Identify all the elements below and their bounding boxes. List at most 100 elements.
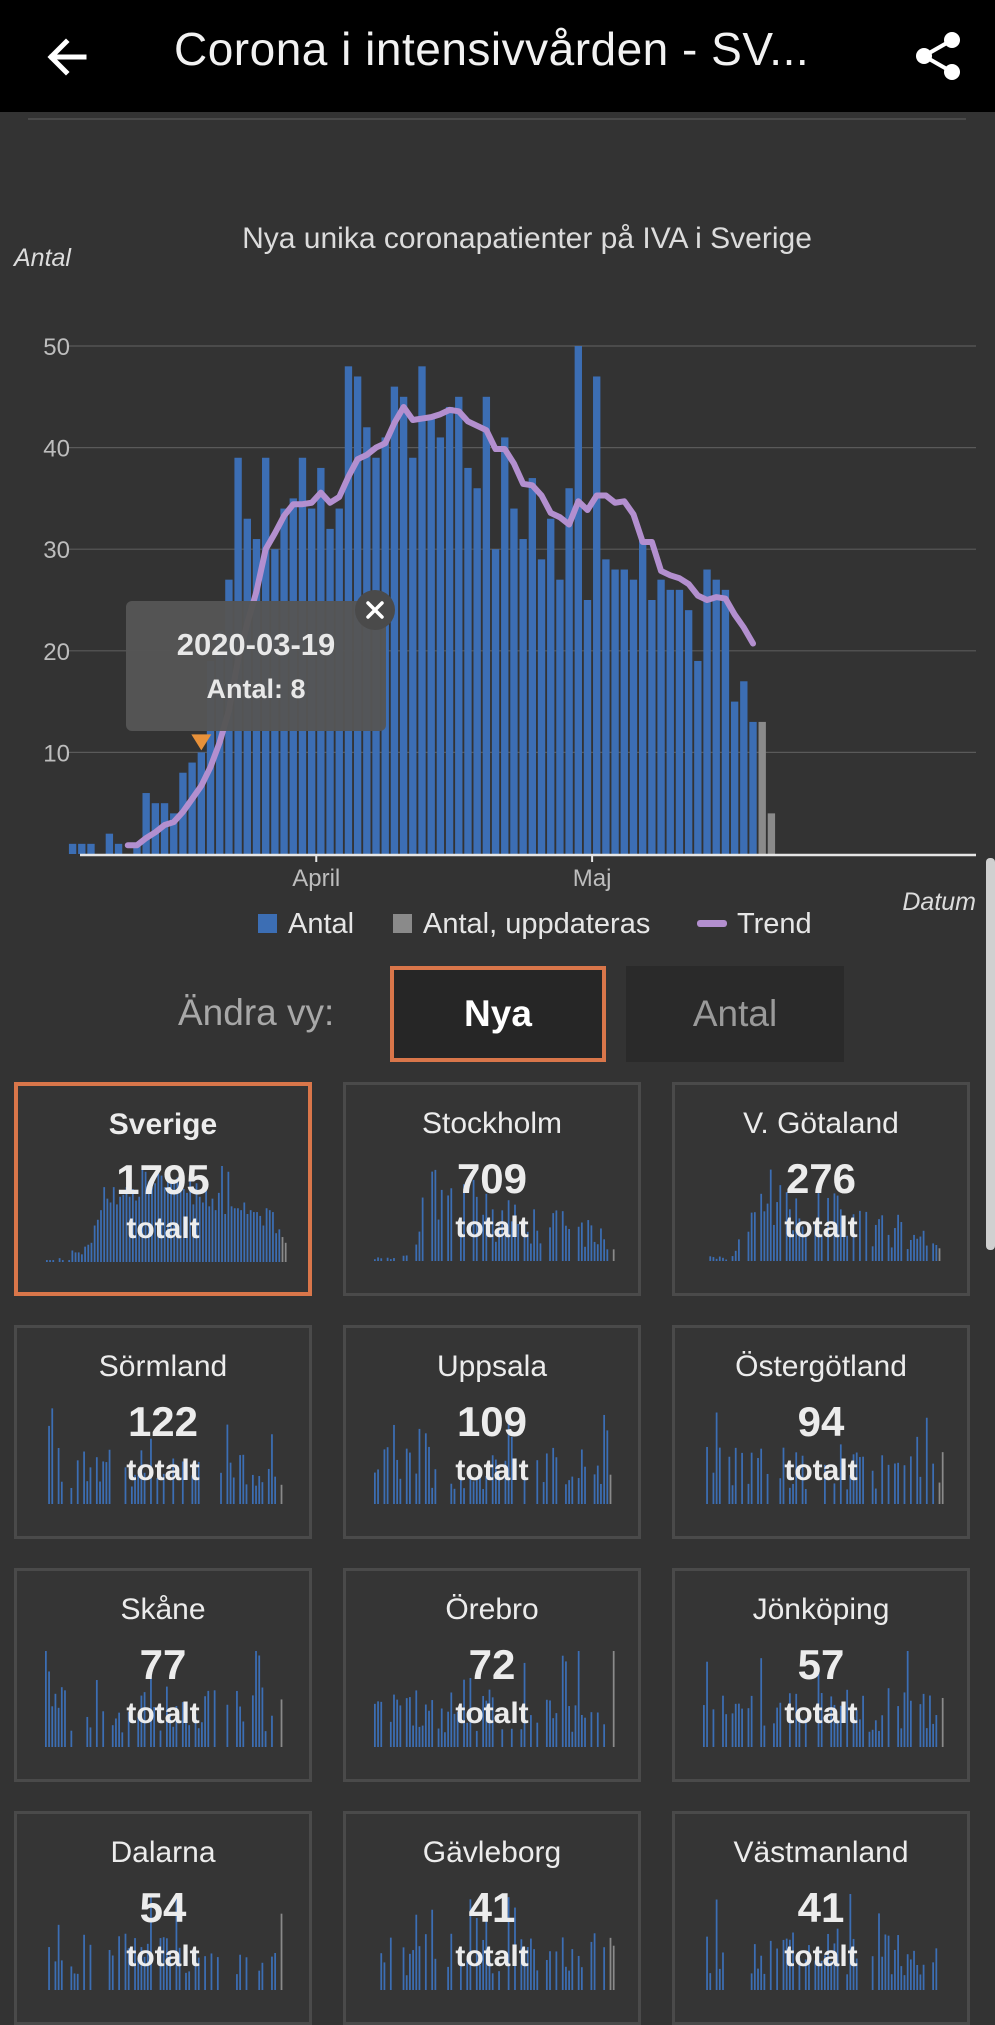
chart-bar[interactable] (556, 579, 564, 854)
chart-bar[interactable] (87, 843, 95, 854)
sparkline-bar (753, 1944, 756, 1990)
chart-bar-updating[interactable] (758, 721, 766, 854)
region-card[interactable]: Sverige 1795 totalt (14, 1082, 312, 1296)
chart-bar[interactable] (703, 569, 711, 854)
x-tick-label: Maj (573, 865, 612, 892)
chart-bar[interactable] (648, 600, 656, 854)
sparkline-bar (74, 1252, 77, 1262)
sparkline-bar (386, 1257, 389, 1261)
sparkline-bar (890, 1247, 893, 1261)
close-icon[interactable] (355, 590, 395, 630)
share-icon[interactable] (910, 28, 966, 84)
region-name: Sörmland (98, 1350, 228, 1383)
region-total-unit: totalt (126, 1454, 200, 1487)
chart-bar[interactable] (611, 569, 619, 854)
legend-label-trend[interactable]: Trend (737, 908, 812, 940)
sparkline-bar (48, 1947, 50, 1990)
sparkline-bar (415, 1473, 418, 1504)
chart-bar[interactable] (730, 701, 739, 854)
chart-bar[interactable] (464, 467, 472, 854)
region-card[interactable]: Gävleborg 41 totalt (343, 1811, 641, 2025)
chart-bar[interactable] (583, 600, 592, 854)
region-card[interactable]: Uppsala 109 totalt (343, 1325, 641, 1539)
sparkline-bar (603, 1239, 606, 1261)
chart-bar[interactable] (133, 843, 141, 854)
chart-bar[interactable] (574, 346, 582, 854)
chart-bar[interactable] (684, 610, 693, 854)
chart-bar[interactable] (399, 396, 408, 854)
chart-bar[interactable] (455, 396, 463, 854)
chart-bar[interactable] (390, 386, 399, 854)
region-card[interactable]: Stockholm 709 totalt (343, 1082, 641, 1296)
chart-bar-updating[interactable] (767, 813, 776, 854)
chart-bar[interactable] (547, 518, 555, 854)
view-nya-button[interactable]: Nya (390, 966, 606, 1062)
sparkline-bar (603, 1947, 606, 1990)
sparkline-bar (258, 1476, 261, 1504)
chart-bar[interactable] (666, 589, 674, 854)
sparkline-bar (463, 1679, 465, 1747)
chart-bar[interactable] (638, 539, 647, 854)
chart-bar[interactable] (78, 843, 86, 854)
region-card[interactable]: Jönköping 57 totalt (672, 1568, 970, 1782)
chart-bar[interactable] (206, 660, 215, 854)
chart-bar[interactable] (501, 437, 509, 854)
region-card[interactable]: Dalarna 54 totalt (14, 1811, 312, 2025)
chart-bar[interactable] (657, 579, 665, 854)
chart-bar[interactable] (188, 762, 196, 854)
chart-bar[interactable] (629, 579, 638, 854)
arrow-left-icon[interactable] (40, 30, 94, 84)
chart-bar[interactable] (510, 508, 518, 854)
sparkline-bar (526, 1947, 529, 1990)
chart-bar[interactable] (721, 589, 730, 854)
sparkline-bar (596, 1712, 599, 1747)
region-total: 54 (139, 1884, 187, 1931)
region-card[interactable]: Örebro 72 totalt (343, 1568, 641, 1782)
chart-bar[interactable] (473, 488, 481, 854)
chart-bar[interactable] (620, 569, 628, 854)
region-card[interactable]: Östergötland 94 totalt (672, 1325, 970, 1539)
chart-bar[interactable] (68, 843, 77, 854)
region-card[interactable]: V. Götaland 276 totalt (672, 1082, 970, 1296)
chart-bar[interactable] (436, 437, 445, 854)
sparkline-bar (205, 1190, 207, 1262)
region-card[interactable]: Skåne 77 totalt (14, 1568, 312, 1782)
region-name: Dalarna (110, 1836, 216, 1869)
chart-bar[interactable] (418, 366, 426, 854)
chart-bar[interactable] (445, 406, 454, 854)
chart-bar[interactable] (197, 752, 206, 854)
chart-bar[interactable] (105, 833, 114, 854)
region-total: 122 (127, 1398, 199, 1445)
sparkline-bar (52, 1260, 55, 1262)
region-card[interactable]: Sörmland 122 totalt (14, 1325, 312, 1539)
view-antal-button[interactable]: Antal (626, 966, 844, 1062)
chart-bar[interactable] (427, 417, 435, 854)
chart-bar[interactable] (675, 589, 684, 854)
region-total-unit: totalt (784, 1454, 858, 1487)
chart-bar[interactable] (519, 539, 527, 854)
chart-bar[interactable] (142, 793, 150, 854)
legend-label-uppdateras[interactable]: Antal, uppdateras (423, 908, 650, 940)
chart-bar[interactable] (537, 559, 546, 854)
chart-bar[interactable] (694, 660, 702, 854)
sparkline-bar (374, 1472, 376, 1504)
chart-bar[interactable] (491, 549, 500, 854)
chart-bar[interactable] (114, 843, 123, 854)
chart-bar[interactable] (602, 559, 610, 854)
sparkline-bar (760, 1193, 763, 1261)
chart-bar[interactable] (528, 478, 537, 854)
chart-bar[interactable] (170, 813, 178, 854)
chart-bar[interactable] (482, 396, 491, 854)
region-card[interactable]: Västmanland 41 totalt (672, 1811, 970, 2025)
chart-bar[interactable] (712, 579, 720, 854)
scrollbar[interactable] (986, 858, 995, 1250)
chart-bar[interactable] (740, 681, 748, 854)
chart-bar[interactable] (565, 488, 573, 854)
chart-bar[interactable] (409, 457, 417, 854)
chart-bar[interactable] (593, 376, 601, 854)
region-total-unit: totalt (126, 1940, 200, 1973)
chart-bar[interactable] (749, 721, 757, 854)
sparkline-bar (428, 1710, 430, 1747)
legend-label-antal[interactable]: Antal (288, 908, 354, 940)
sparkline-bar (475, 1917, 478, 1990)
